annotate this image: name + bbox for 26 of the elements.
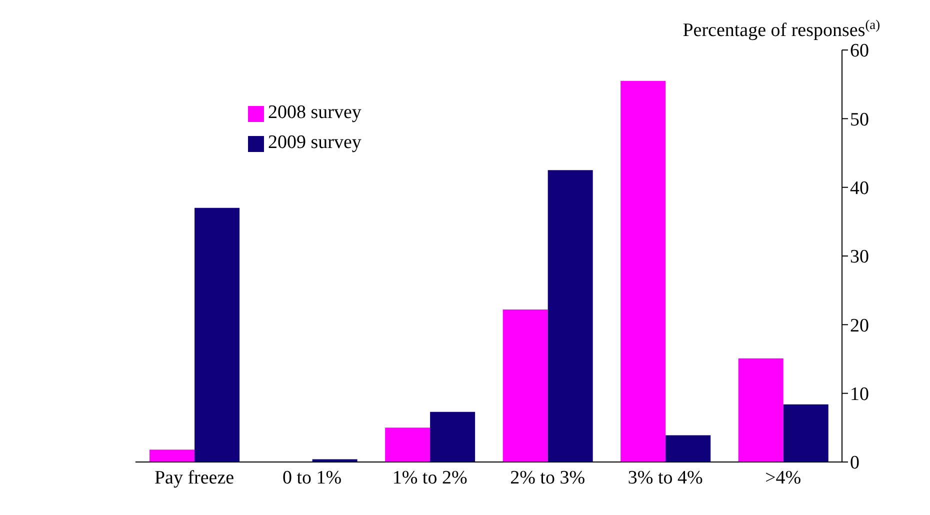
y-tick-label: 20 [850, 315, 869, 336]
bar [548, 170, 593, 462]
legend-label: 2009 survey [268, 132, 362, 153]
bar [620, 80, 666, 462]
y-tick-label: 40 [850, 178, 869, 200]
y-tick-label: 60 [850, 40, 869, 62]
bar [783, 404, 828, 462]
bar [385, 428, 430, 462]
x-tick-label: 0 to 1% [282, 467, 342, 488]
bar [430, 412, 476, 462]
x-tick-label: 3% to 4% [628, 467, 703, 488]
bar [738, 358, 784, 462]
y-tick-label: 0 [850, 452, 860, 474]
legend-label: 2008 survey [268, 102, 362, 123]
bar [194, 208, 240, 462]
y-tick-label: 50 [850, 109, 869, 130]
x-tick-label: 2% to 3% [510, 467, 586, 488]
y-axis-title: Percentage of responses$^{(a)}$ [682, 16, 880, 41]
bar [502, 310, 548, 462]
y-tick-label: 10 [850, 384, 869, 406]
y-tick-label: 30 [850, 246, 869, 268]
bar [666, 435, 711, 462]
x-tick-label: Pay freeze [154, 467, 234, 488]
x-tick-label: >4% [765, 467, 802, 488]
bar [150, 450, 195, 462]
x-tick-label: 1% to 2% [392, 467, 468, 488]
